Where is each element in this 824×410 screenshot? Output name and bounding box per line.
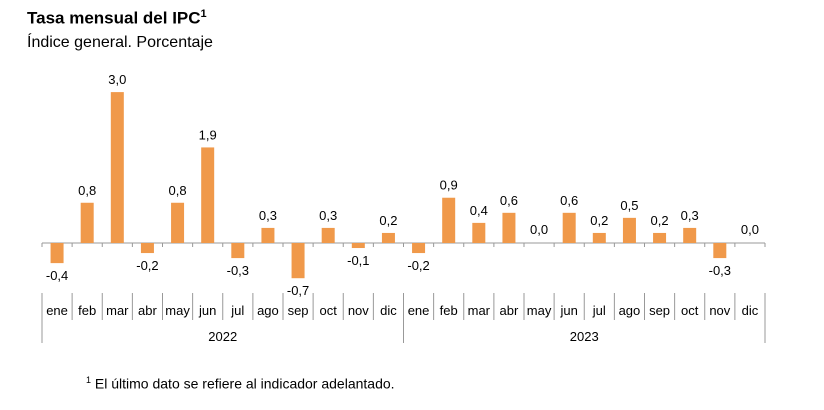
month-tick-label: feb [78,303,96,318]
month-tick-label: jun [560,303,578,318]
data-label: 0,9 [440,178,458,193]
data-label: 0,3 [259,208,277,223]
bar [683,227,697,243]
month-tick-label: abr [500,303,519,318]
month-tick-label: jul [230,303,244,318]
data-label: -0,2 [407,258,429,273]
chart-subtitle: Índice general. Porcentaje [27,34,213,51]
data-label: 3,0 [108,72,126,87]
bar [291,243,305,279]
month-tick-label: oct [320,303,338,318]
footnote: 1 El último dato se refiere al indicador… [86,375,395,392]
bar [472,222,486,243]
month-tick-label: ago [257,303,279,318]
data-label: 0,8 [169,183,187,198]
bar [622,217,636,243]
month-tick-label: jun [198,303,216,318]
bar [412,243,426,254]
month-tick-label: jul [592,303,606,318]
data-label: 0,3 [319,208,337,223]
month-tick-label: mar [106,303,129,318]
bar [442,197,456,243]
bar [80,202,94,243]
footnote-text: El último dato se refiere al indicador a… [94,375,395,392]
data-label: 0,2 [379,213,397,228]
data-label: 0,4 [470,203,488,218]
data-label: -0,7 [287,283,309,298]
bar [653,232,667,243]
data-label: 0,2 [651,213,669,228]
bar [713,243,727,259]
bar [562,212,576,243]
bar [351,243,365,249]
data-label: -0,3 [709,263,731,278]
bar [110,92,124,243]
month-tick-label: ene [408,303,430,318]
bar [50,243,64,264]
bar [231,243,245,259]
footnote-marker: 1 [86,375,92,385]
month-tick-label: sep [288,303,309,318]
month-tick-label: may [165,303,190,318]
data-label: 0,5 [620,198,638,213]
data-label: 0,6 [500,193,518,208]
data-label: 0,3 [681,208,699,223]
data-label: 1,9 [199,127,217,142]
month-tick-label: nov [709,303,730,318]
bar [592,232,606,243]
bar [140,243,154,254]
month-tick-label: oct [681,303,699,318]
month-tick-label: sep [649,303,670,318]
bar [261,227,275,243]
bar [321,227,335,243]
data-label: 0,2 [590,213,608,228]
year-label: 2022 [208,329,237,344]
month-tick-label: dic [380,303,397,318]
bar [171,202,185,243]
chart-title-text: Tasa mensual del IPC [27,8,201,28]
title-footnote-marker: 1 [200,8,207,20]
bar [201,147,215,243]
data-label: 0,6 [560,193,578,208]
month-tick-label: dic [742,303,759,318]
data-label: -0,3 [227,263,249,278]
month-tick-label: ene [46,303,68,318]
data-label: -0,1 [347,253,369,268]
data-label: -0,2 [136,258,158,273]
month-tick-label: mar [468,303,491,318]
bar [502,212,516,243]
data-label: 0,8 [78,183,96,198]
month-tick-label: ago [619,303,641,318]
data-label: -0,4 [46,268,68,283]
year-label: 2023 [570,329,599,344]
month-tick-label: nov [348,303,369,318]
bar [381,232,395,243]
month-tick-label: may [527,303,552,318]
data-label: 0,0 [741,222,759,237]
month-tick-label: abr [138,303,157,318]
chart-title: Tasa mensual del IPC1 [27,8,207,29]
month-tick-label: feb [440,303,458,318]
data-label: 0,0 [530,222,548,237]
